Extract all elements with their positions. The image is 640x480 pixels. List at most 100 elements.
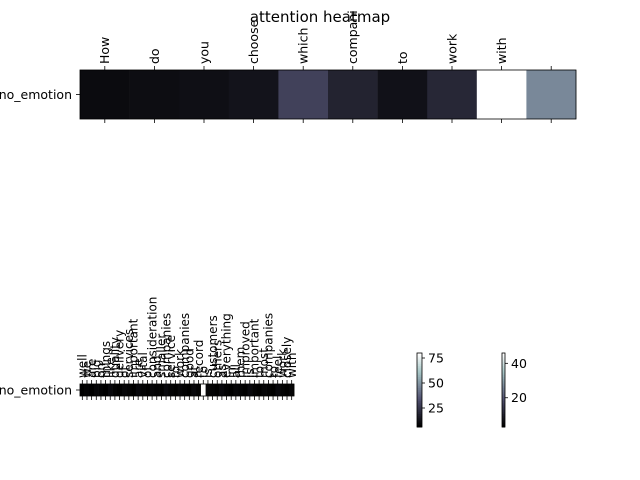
x-tick-label: vital <box>136 352 150 378</box>
heatmap-cell <box>200 384 206 396</box>
x-tick-label: work <box>444 33 459 64</box>
colorbar-segment <box>417 380 422 384</box>
colorbar-segment <box>502 353 505 356</box>
heatmap-cell <box>163 384 169 396</box>
x-tick-label: others <box>210 340 224 378</box>
heatmap-cell <box>182 384 188 396</box>
colorbar-segment <box>502 397 505 400</box>
heatmap-cell <box>187 384 192 396</box>
heatmap-cell <box>256 384 262 396</box>
colorbar-segment <box>502 399 505 402</box>
x-tick-label: things <box>99 341 113 378</box>
colorbar-segment <box>417 404 422 408</box>
colorbar-segment <box>417 425 422 428</box>
colorbar-segment <box>417 360 422 363</box>
x-tick-label: important <box>127 318 141 378</box>
colorbar-segment <box>417 419 422 422</box>
colorbar-segment <box>502 414 505 417</box>
colorbar-segment <box>502 371 505 374</box>
heatmap-cell <box>210 384 216 396</box>
x-tick-label: as <box>215 364 229 378</box>
colorbar-segment <box>417 393 422 397</box>
x-tick-label: quality <box>108 337 122 378</box>
heatmap-cell <box>214 384 220 396</box>
colorbar-segment <box>502 382 505 385</box>
colorbar-segment <box>417 375 422 378</box>
colorbar-segment <box>417 384 422 387</box>
colorbar-segment <box>417 382 422 385</box>
x-tick-label: to <box>266 366 280 378</box>
colorbar-segment <box>417 367 422 371</box>
x-tick-label: you <box>196 41 211 64</box>
x-tick-label: record <box>192 340 206 378</box>
colorbar-tick-label: 20 <box>511 390 527 405</box>
heatmap-cell <box>98 384 104 396</box>
x-tick-label: service <box>164 335 178 378</box>
heatmap-cell <box>275 384 281 396</box>
x-tick-label: services <box>122 329 136 378</box>
x-tick-label: improved <box>238 321 252 378</box>
colorbar-segment <box>417 353 422 356</box>
heatmap-cell <box>129 70 180 119</box>
colorbar-segment <box>502 425 505 428</box>
colorbar-segment <box>417 388 422 391</box>
colorbar-segment <box>417 362 422 365</box>
row-label: no_emotion <box>0 87 72 102</box>
heatmap-cell <box>427 70 478 119</box>
colorbar-segment <box>502 380 505 384</box>
colorbar-segment <box>417 377 422 380</box>
colorbar-tick-label: 75 <box>428 351 444 366</box>
heatmap-cell <box>278 70 329 119</box>
heatmap-cell <box>179 70 230 119</box>
x-tick-label: to <box>196 366 210 378</box>
heatmap-cell <box>131 384 137 396</box>
colorbar-tick-label: 40 <box>511 356 527 371</box>
colorbar-segment <box>417 397 422 400</box>
heatmap-cell <box>377 70 428 119</box>
colorbar-tick-label: 50 <box>428 376 444 391</box>
colorbar-segment <box>417 401 422 404</box>
heatmap-cell <box>117 384 123 396</box>
heatmap-cell <box>112 384 118 396</box>
colorbar-segment <box>502 406 505 409</box>
x-tick-label: is <box>201 368 215 378</box>
heatmap-cell <box>228 70 279 119</box>
colorbar-segment <box>417 399 422 402</box>
heatmap-cell <box>159 384 165 396</box>
heatmap-cell <box>228 384 234 396</box>
heatmap-bottom: wellwearebigonthingslikequalitydeliveryo… <box>0 297 299 400</box>
heatmap-cell <box>140 384 146 396</box>
colorbar-segment <box>417 365 422 369</box>
colorbar-segment <box>417 356 422 360</box>
heatmap-cell <box>93 384 99 396</box>
heatmap-cell <box>238 384 244 396</box>
heatmap-cell <box>247 384 253 396</box>
heatmap-cell <box>80 384 85 396</box>
colorbar-segment <box>502 421 505 424</box>
heatmap-cell <box>233 384 239 396</box>
colorbar-segment <box>502 362 505 365</box>
heatmap-cell <box>242 384 248 396</box>
heatmap-cell <box>191 384 197 396</box>
x-tick-label: companies <box>178 313 192 378</box>
x-tick-label: customers <box>206 315 220 378</box>
colorbar-segment <box>417 358 422 361</box>
x-tick-label: feel <box>271 356 285 378</box>
x-tick-label: compani <box>345 10 360 64</box>
colorbar-segment <box>502 410 505 413</box>
x-tick-label: are <box>85 359 99 378</box>
x-tick-label: on <box>94 363 108 378</box>
heatmap-cell <box>80 70 130 119</box>
x-tick-label: good <box>183 348 197 378</box>
row-label: no_emotion <box>0 383 72 398</box>
x-tick-label: smaller <box>155 334 169 378</box>
colorbar-segment <box>502 419 505 422</box>
heatmap-cell <box>224 384 230 396</box>
heatmap-cell <box>149 384 155 396</box>
colorbar-segment <box>417 354 422 358</box>
x-tick-label: companies <box>159 313 173 378</box>
colorbar-segment <box>502 390 505 393</box>
x-tick-label: at <box>187 366 201 378</box>
colorbar-segment <box>417 412 422 415</box>
heatmap-cell <box>177 384 183 396</box>
